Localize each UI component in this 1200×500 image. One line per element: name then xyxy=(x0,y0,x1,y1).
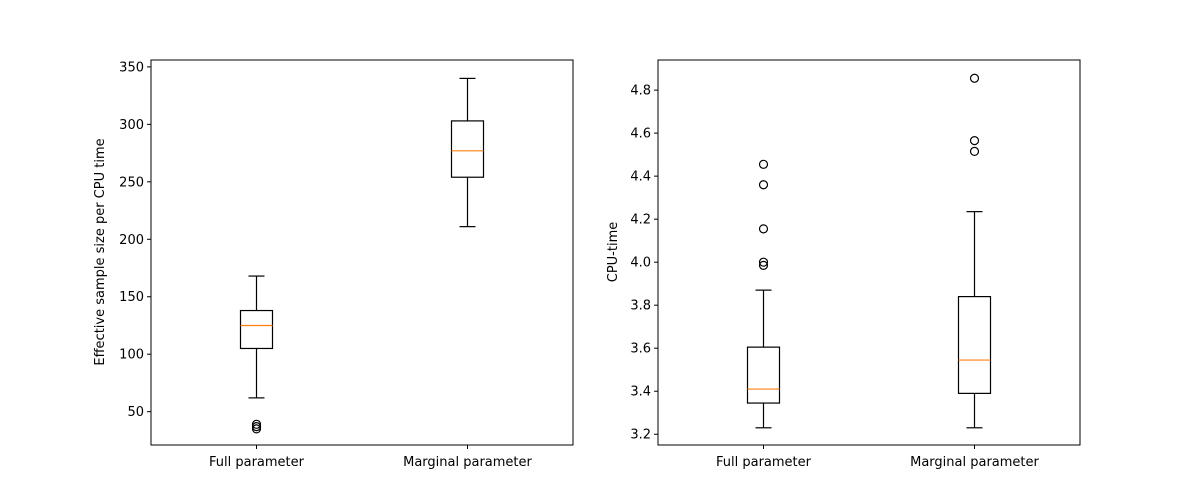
left-y-tick-label: 200 xyxy=(119,233,144,248)
left-boxplot-panel: Effective sample size per CPU time 50 100… xyxy=(93,59,574,470)
right-x-tick-label: Marginal parameter xyxy=(910,455,1039,470)
right-y-tick-label: 3.2 xyxy=(630,428,651,443)
right-y-tick-label: 4.8 xyxy=(630,84,651,99)
left-x-tick-label: Full parameter xyxy=(209,455,305,470)
right-boxplot-panel: CPU-time 3.2 3.4 3.6 3.8 4.0 4.2 4.4 4.6 4.8 Full… xyxy=(606,59,1081,470)
outlier-point xyxy=(758,224,769,234)
left-axes-frame xyxy=(150,59,574,446)
left-y-tick-label: 350 xyxy=(119,60,144,75)
outlier-point xyxy=(758,257,769,267)
right-y-tick-label: 4.6 xyxy=(630,127,651,142)
left-y-axis-label: Effective sample size per CPU time xyxy=(93,138,108,365)
right-axes-frame xyxy=(657,59,1081,446)
interquartile-box xyxy=(746,346,781,404)
left-y-tick-label: 300 xyxy=(119,118,144,133)
outlier-point xyxy=(969,136,980,146)
right-y-tick-label: 4.4 xyxy=(630,170,651,185)
right-y-tick-label: 4.0 xyxy=(630,256,651,271)
right-y-tick-label: 4.2 xyxy=(630,213,651,228)
outlier-point xyxy=(969,73,980,83)
right-x-tick-label: Full parameter xyxy=(716,455,812,470)
left-y-tick-label: 150 xyxy=(119,290,144,305)
outlier-point xyxy=(969,146,980,157)
right-box-1 xyxy=(746,159,781,429)
outlier-point xyxy=(758,159,769,169)
right-y-tick-label: 3.8 xyxy=(630,299,651,314)
outlier-point xyxy=(758,180,769,190)
outlier-point xyxy=(251,419,262,429)
left-x-tick-label: Marginal parameter xyxy=(403,455,532,470)
right-y-tick-label: 3.4 xyxy=(630,385,651,400)
interquartile-box xyxy=(239,309,274,350)
right-y-tick-label: 3.6 xyxy=(630,342,651,357)
interquartile-box xyxy=(450,120,485,178)
left-y-tick-label: 50 xyxy=(127,405,144,420)
right-box-2 xyxy=(957,73,992,429)
right-y-axis-label: CPU-time xyxy=(606,222,621,283)
left-y-tick-label: 250 xyxy=(119,175,144,190)
left-box-2 xyxy=(450,77,485,228)
outlier-point xyxy=(758,260,769,271)
left-y-tick-label: 100 xyxy=(119,348,144,363)
outlier-point xyxy=(251,424,262,434)
interquartile-box xyxy=(957,295,992,394)
outlier-point xyxy=(251,422,262,432)
left-box-1 xyxy=(239,275,274,434)
